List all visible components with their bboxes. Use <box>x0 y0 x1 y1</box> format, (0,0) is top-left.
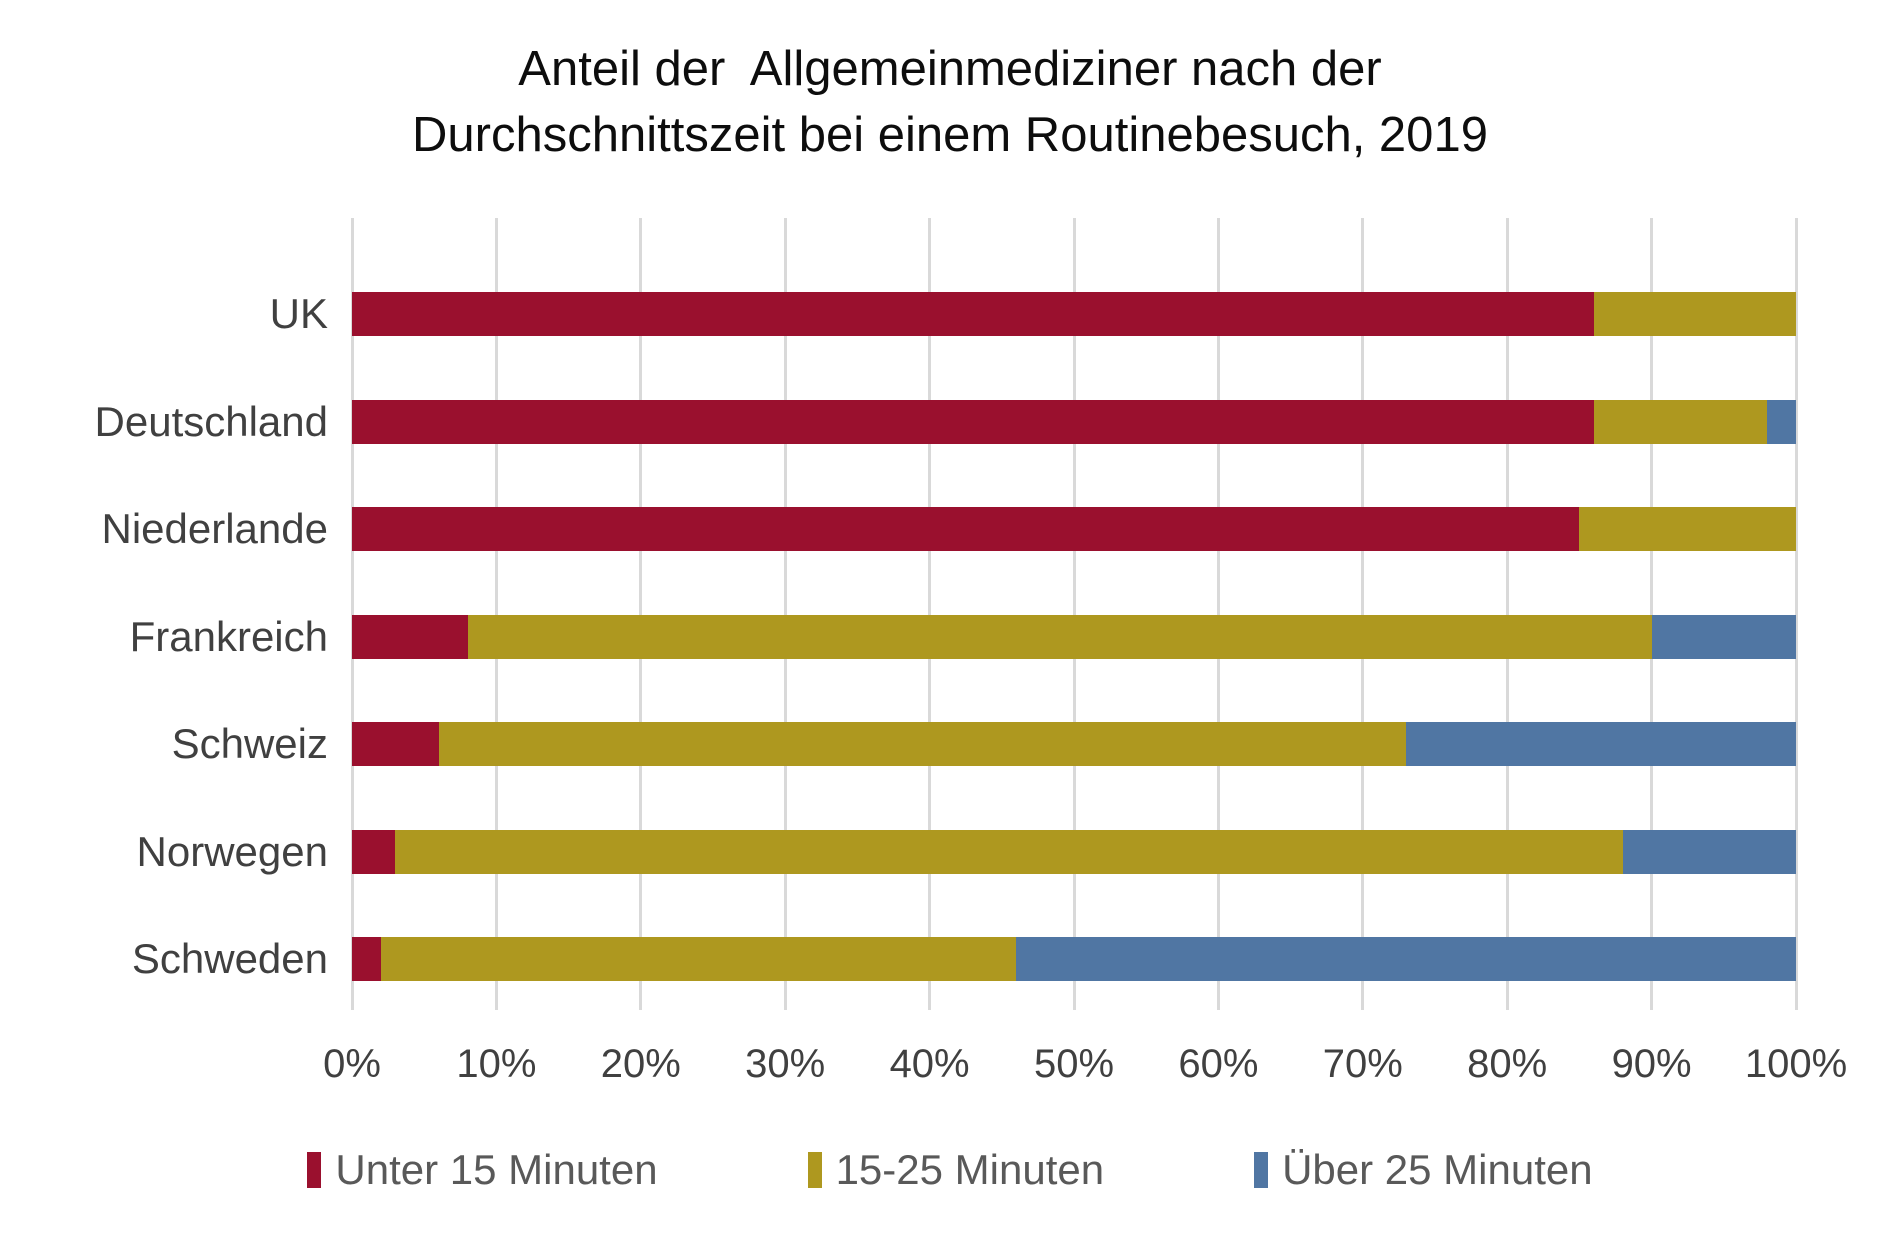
gridline-90 <box>1650 218 1654 1010</box>
category-label: Schweiz <box>171 720 328 767</box>
gridline-30 <box>783 218 787 1010</box>
bar-segment <box>352 614 468 659</box>
category-label: Deutschland <box>94 397 328 445</box>
bar-row <box>352 829 1796 874</box>
gridline-40 <box>928 218 932 1010</box>
gridline-100 <box>1794 218 1798 1010</box>
legend-label: Unter 15 Minuten <box>335 1146 658 1193</box>
legend-swatch-icon <box>307 1152 322 1188</box>
x-tick-label: 60% <box>1178 1042 1259 1086</box>
x-tick-label: 100% <box>1744 1042 1848 1086</box>
bar-segment <box>438 722 1407 766</box>
gridline-70 <box>1361 218 1365 1010</box>
legend-swatch-icon <box>807 1152 822 1188</box>
category-label: Niederlande <box>101 505 329 552</box>
legend: Unter 15 Minuten 15-25 Minuten Über 25 Min… <box>0 1146 1900 1194</box>
chart-title-line2: Durchschnittszeit bei einem Routinebesuc… <box>412 108 1488 162</box>
x-tick-label: 20% <box>600 1042 681 1086</box>
bar-segment <box>467 614 1652 659</box>
bar-row <box>352 292 1796 336</box>
legend-item: 15-25 Minuten <box>807 1146 1105 1194</box>
x-tick-label: 40% <box>889 1042 970 1086</box>
bar-segment <box>1016 937 1796 981</box>
chart-title-line1: Anteil der Allgemeinmediziner nach der <box>518 42 1382 96</box>
chart-title: Anteil der Allgemeinmediziner nach der D… <box>0 36 1900 168</box>
x-tick-label: 70% <box>1322 1042 1403 1086</box>
bar-row <box>352 722 1796 766</box>
bar-segment <box>1579 507 1796 551</box>
bar-segment <box>1406 722 1796 766</box>
bar-segment <box>352 937 381 981</box>
legend-label: Über 25 Minuten <box>1282 1146 1593 1193</box>
category-label: UK <box>269 290 328 337</box>
bar-segment <box>1593 399 1768 444</box>
bar-row <box>352 507 1796 551</box>
x-tick-label: 10% <box>456 1042 537 1086</box>
plot-area: UK Deutschland Niederlande Frankreich Schwei… <box>95 218 1798 1010</box>
bar-segment <box>352 292 1594 336</box>
x-axis: 0% 10% 20% 30% 40% 50% 60% 70% 80% 90% 100% <box>323 1042 1847 1102</box>
bar-segment <box>352 722 439 766</box>
gridline-80 <box>1505 218 1509 1010</box>
legend-swatch-icon <box>1254 1152 1269 1188</box>
category-label: Schweden <box>131 935 328 982</box>
bar-segment <box>1767 399 1796 444</box>
bar-segment <box>352 507 1580 551</box>
bar-segment <box>352 399 1594 444</box>
x-tick-label: 90% <box>1611 1042 1692 1086</box>
gridline-10 <box>494 218 498 1010</box>
bar-row <box>352 399 1796 444</box>
x-tick-label: 80% <box>1467 1042 1548 1086</box>
bar-segment <box>380 937 1017 981</box>
legend-label: 15-25 Minuten <box>835 1146 1105 1193</box>
x-tick-label: 50% <box>1033 1042 1115 1086</box>
x-tick-label: 0% <box>323 1042 381 1086</box>
gridline-20 <box>639 218 643 1010</box>
gridline-60 <box>1216 218 1220 1010</box>
bar-segment <box>1622 829 1796 874</box>
category-label: Norwegen <box>136 827 328 875</box>
gridline-50 <box>1072 218 1076 1010</box>
legend-item: Unter 15 Minuten <box>307 1146 658 1194</box>
bar-segment <box>1593 292 1796 336</box>
category-label: Frankreich <box>129 612 328 660</box>
legend-item: Über 25 Minuten <box>1254 1146 1593 1194</box>
bar-row <box>352 937 1796 981</box>
bar-segment <box>352 829 396 874</box>
x-tick-label: 30% <box>745 1042 826 1086</box>
bar-row <box>352 614 1796 659</box>
gridline-0 <box>350 218 354 1010</box>
bar-segment <box>395 829 1623 874</box>
bar-segment <box>1651 614 1796 659</box>
